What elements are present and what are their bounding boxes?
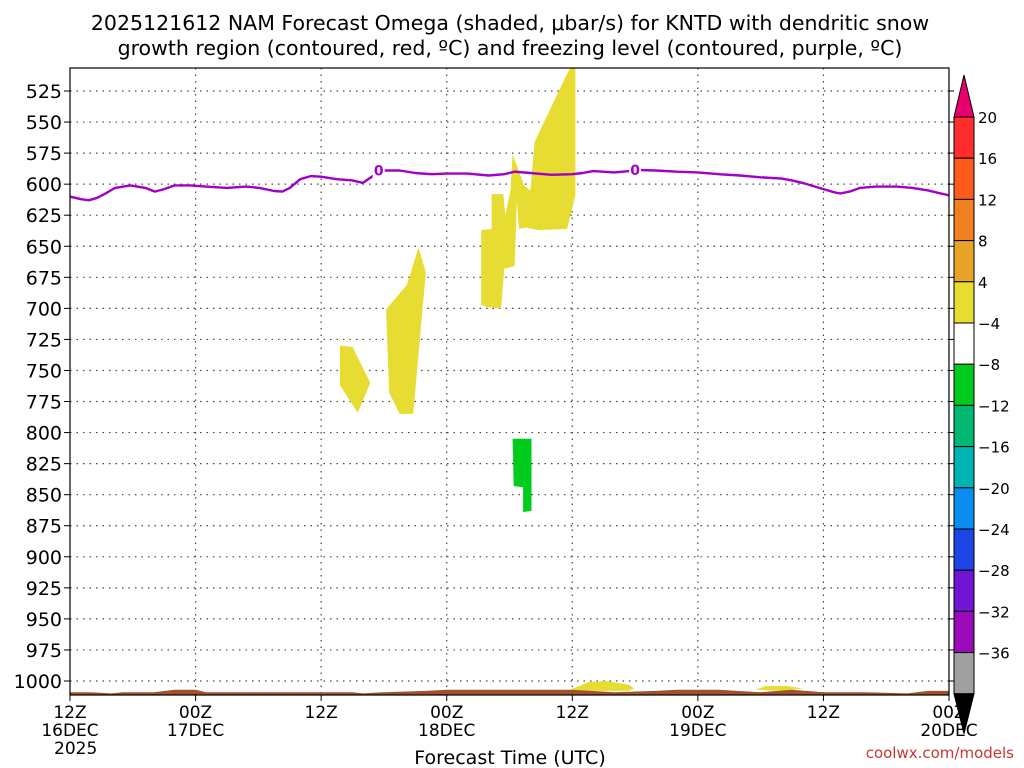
colorbar-swatch bbox=[953, 528, 975, 571]
colorbar-swatch bbox=[953, 157, 975, 200]
colorbar-swatch bbox=[953, 487, 975, 530]
y-tick-label: 750 bbox=[26, 360, 62, 382]
x-tick-label-date: 18DEC bbox=[418, 721, 475, 741]
colorbar-top-cap bbox=[953, 74, 975, 118]
freezing-label-bg bbox=[629, 160, 642, 177]
x-tick-label-time: 12Z bbox=[53, 703, 86, 723]
colorbar-label: −20 bbox=[978, 480, 1010, 498]
chart-title-line-1: 2025121612 NAM Forecast Omega (shaded, μ… bbox=[91, 11, 929, 35]
plot-area bbox=[70, 68, 949, 695]
colorbar-swatch bbox=[953, 404, 975, 448]
freezing-level-contour bbox=[70, 168, 949, 202]
x-tick-label-time: 00Z bbox=[681, 703, 714, 723]
freezing-level-line bbox=[70, 168, 949, 202]
colorbar-label: −12 bbox=[978, 397, 1010, 415]
y-tick-label: 925 bbox=[26, 578, 62, 600]
x-tick-label-date: 17DEC bbox=[167, 721, 224, 741]
colorbar-label: 8 bbox=[978, 233, 988, 251]
y-tick-label: 1000 bbox=[14, 671, 62, 693]
y-tick-label: 575 bbox=[26, 143, 62, 165]
omega-region bbox=[481, 68, 576, 309]
x-tick-label-year: 2025 bbox=[54, 739, 97, 759]
x-tick-label-time: 12Z bbox=[305, 703, 338, 723]
colorbar-label: −4 bbox=[978, 315, 1000, 333]
colorbar-label: 4 bbox=[978, 274, 988, 292]
y-tick-label: 975 bbox=[26, 640, 62, 662]
y-tick-label: 875 bbox=[26, 516, 62, 538]
colorbar-swatch bbox=[953, 116, 975, 159]
colorbar-label: −8 bbox=[978, 356, 1000, 374]
plot-frame bbox=[69, 67, 950, 696]
x-tick-label-time: 12Z bbox=[807, 703, 840, 723]
terrain-polygon bbox=[70, 689, 949, 695]
terrain-fill bbox=[70, 689, 949, 695]
colorbar-swatch bbox=[953, 198, 975, 242]
freezing-level-label: 0 bbox=[630, 163, 640, 179]
colorbar-swatch bbox=[953, 363, 975, 406]
y-tick-label: 900 bbox=[26, 547, 62, 569]
colorbar-swatch bbox=[953, 446, 975, 489]
y-tick-label: 650 bbox=[26, 236, 62, 258]
colorbar-label: −28 bbox=[978, 562, 1010, 580]
y-tick-label: 675 bbox=[26, 267, 62, 289]
y-tick-label: 600 bbox=[26, 174, 62, 196]
colorbar-swatch bbox=[953, 322, 975, 365]
y-axis: 525 550 575 600 625 650 675 700 725 750 775 800 825 8… bbox=[14, 81, 954, 693]
y-tick-label: 700 bbox=[26, 298, 62, 320]
colorbar-swatch bbox=[953, 652, 975, 695]
y-tick-label: 800 bbox=[26, 423, 62, 445]
x-tick-label-time: 00Z bbox=[430, 703, 463, 723]
colorbar-label: −32 bbox=[978, 603, 1010, 621]
y-tick-label: 525 bbox=[26, 81, 62, 103]
omega-region bbox=[755, 686, 803, 691]
y-tick-label: 625 bbox=[26, 205, 62, 227]
y-tick-label: 550 bbox=[26, 112, 62, 134]
chart-title-line-2: growth region (contoured, red, ºC) and f… bbox=[118, 36, 903, 60]
colorbar-label: −16 bbox=[978, 439, 1010, 457]
colorbar-swatch bbox=[953, 281, 975, 324]
y-tick-label: 775 bbox=[26, 392, 62, 414]
omega-region bbox=[386, 247, 426, 414]
grid-lines bbox=[70, 68, 949, 695]
freezing-level-label: 0 bbox=[374, 163, 384, 179]
y-tick-label: 725 bbox=[26, 329, 62, 351]
x-tick-label-time: 12Z bbox=[556, 703, 589, 723]
x-tick-label-date: 19DEC bbox=[669, 721, 726, 741]
watermark: coolwx.com/models bbox=[866, 744, 1014, 762]
y-tick-label: 850 bbox=[26, 485, 62, 507]
y-tick-label: 825 bbox=[26, 454, 62, 476]
colorbar-legend: 20 16 12 8 4 −4 −8 −12 −16 −20 −24 −28 −32 −36 bbox=[953, 74, 1010, 734]
omega-region bbox=[340, 345, 371, 413]
omega-shading bbox=[340, 68, 803, 691]
x-tick-label-date: 20DEC bbox=[920, 721, 977, 741]
colorbar-label: 12 bbox=[978, 191, 997, 209]
freezing-label-bg bbox=[372, 161, 385, 178]
y-tick-label: 950 bbox=[26, 609, 62, 631]
colorbar-swatch bbox=[953, 569, 975, 612]
x-tick-label-time: 00Z bbox=[179, 703, 212, 723]
omega-region bbox=[570, 681, 634, 691]
colorbar-swatch bbox=[953, 240, 975, 283]
colorbar-label: −36 bbox=[978, 645, 1010, 663]
colorbar-label: −24 bbox=[978, 521, 1010, 539]
omega-region bbox=[512, 438, 532, 513]
x-tick-label-date: 16DEC bbox=[41, 721, 98, 741]
colorbar-label: 16 bbox=[978, 150, 997, 168]
colorbar-bottom-cap bbox=[953, 693, 975, 734]
colorbar-swatch bbox=[953, 610, 975, 654]
colorbar-label: 20 bbox=[978, 109, 997, 127]
x-axis-label: Forecast Time (UTC) bbox=[414, 747, 605, 768]
